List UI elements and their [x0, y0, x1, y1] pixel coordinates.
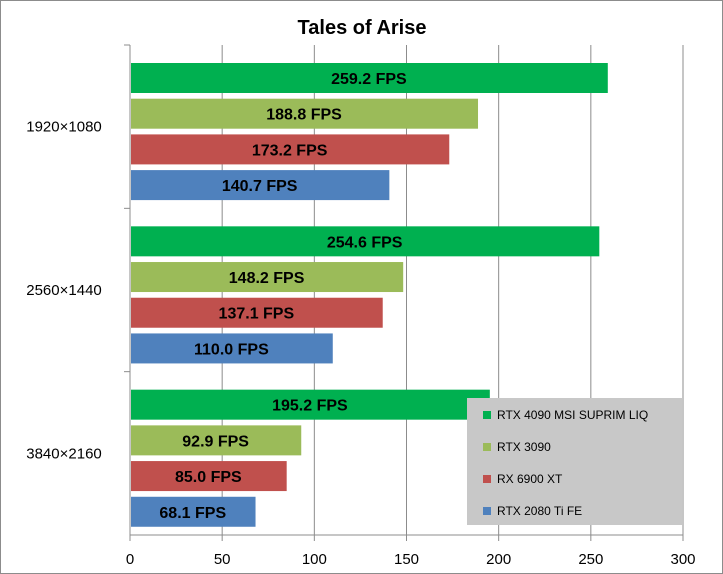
legend-entry: RX 6900 XT	[497, 472, 563, 486]
x-tick-label: 100	[302, 551, 327, 568]
data-label: 68.1 FPS	[159, 505, 226, 522]
legend-entry: RTX 2080 Ti FE	[497, 504, 582, 518]
category-label: 1920×1080	[26, 119, 102, 136]
bar	[131, 63, 608, 93]
bar	[131, 297, 383, 328]
bar	[131, 226, 600, 257]
x-tick-label: 150	[394, 551, 419, 568]
data-label: 137.1 FPS	[219, 306, 295, 323]
x-tick-label: 300	[670, 551, 695, 568]
legend-box	[467, 398, 682, 525]
x-tick-label: 250	[578, 551, 603, 568]
bar	[131, 170, 390, 201]
legend-swatch	[483, 443, 491, 451]
data-label: 254.6 FPS	[327, 234, 403, 251]
category-label: 2560×1440	[26, 282, 102, 299]
legend-swatch	[483, 507, 491, 515]
data-label: 173.2 FPS	[252, 142, 328, 159]
data-label: 92.9 FPS	[182, 433, 249, 450]
bar	[131, 496, 256, 527]
legend-swatch	[483, 411, 491, 419]
axis-layer: 0 50 100 150 200 250 300 1920×1080 2560×1440 3840…	[26, 44, 696, 568]
bar	[131, 333, 333, 364]
data-label: 85.0 FPS	[175, 469, 242, 486]
bar	[131, 389, 490, 420]
x-tick-label: 50	[214, 551, 231, 568]
data-label: 195.2 FPS	[272, 398, 348, 415]
bar	[131, 262, 404, 293]
data-label: 110.0 FPS	[194, 341, 269, 358]
data-label: 148.2 FPS	[229, 270, 305, 287]
bar	[131, 134, 450, 165]
x-tick-label: 0	[126, 551, 134, 568]
legend: RTX 4090 MSI SUPRIM LIQ RTX 3090 RX 6900 X…	[467, 398, 682, 525]
legend-entry: RTX 4090 MSI SUPRIM LIQ	[497, 408, 648, 422]
data-label: 140.7 FPS	[222, 178, 298, 195]
bar	[131, 98, 479, 129]
data-label: 188.8 FPS	[266, 107, 342, 124]
category-label: 3840×2160	[26, 445, 102, 462]
bar	[131, 461, 287, 492]
chart-title: Tales of Arise	[298, 17, 427, 39]
bar	[131, 425, 302, 456]
bars-layer: 259.2 FPS 188.8 FPS 173.2 FPS 140.7 FPS 254.…	[131, 63, 608, 527]
x-tick-label: 200	[486, 551, 511, 568]
legend-swatch	[483, 475, 491, 483]
data-label: 259.2 FPS	[331, 71, 407, 88]
legend-entry: RTX 3090	[497, 440, 551, 454]
